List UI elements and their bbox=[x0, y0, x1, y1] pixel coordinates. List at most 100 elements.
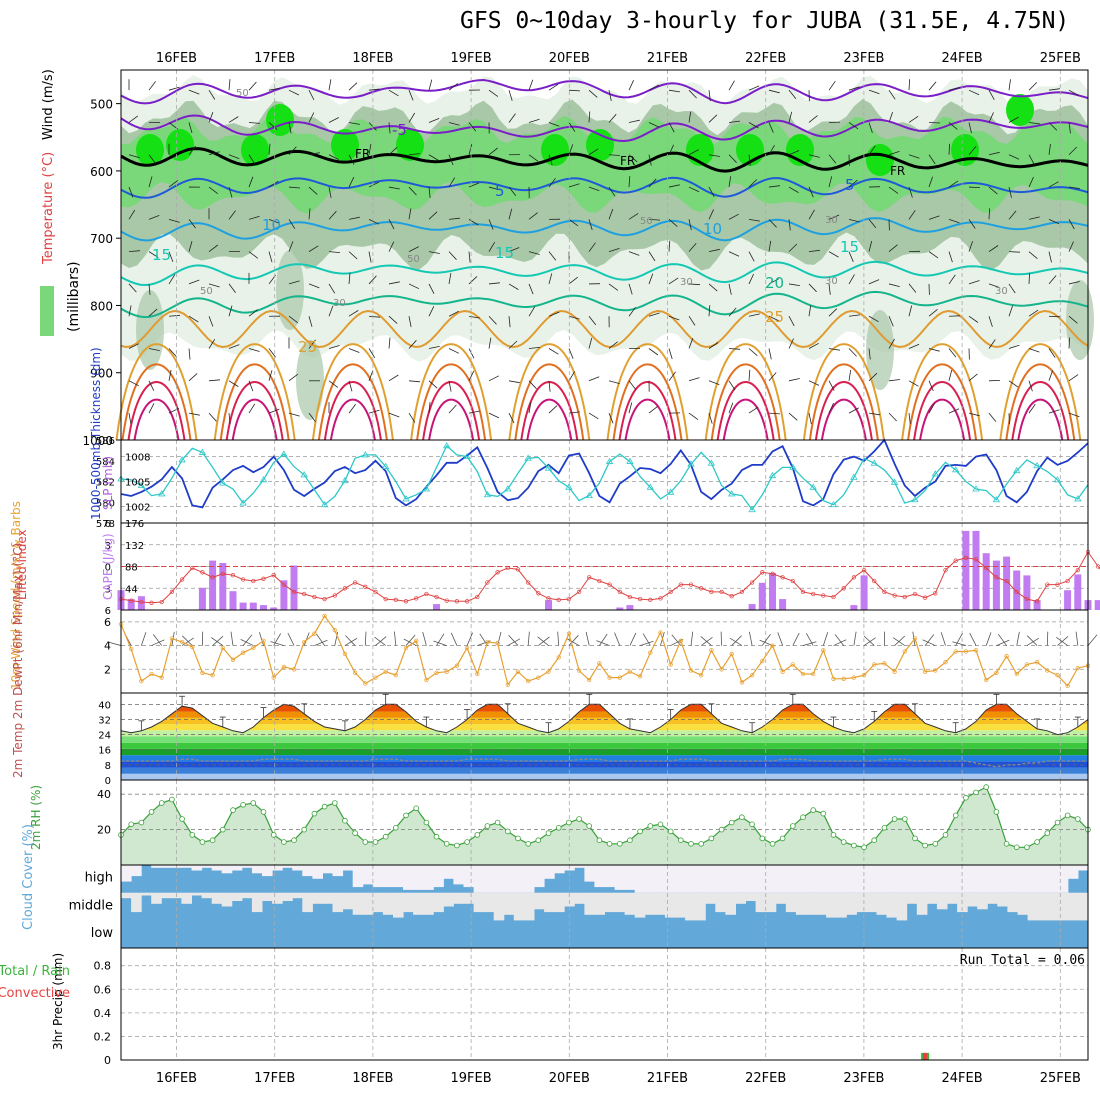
cloud-gap-high bbox=[685, 865, 696, 893]
cloud-gap-high bbox=[846, 865, 857, 893]
wind-marker bbox=[984, 677, 989, 683]
rh2m-marker bbox=[454, 842, 460, 849]
isotherm-label: 20 bbox=[765, 274, 784, 292]
wind-marker bbox=[821, 648, 826, 653]
li-marker bbox=[902, 594, 907, 600]
cloud-gap-high bbox=[382, 865, 394, 888]
temp-tick-label: 40 bbox=[98, 700, 111, 711]
date-label-bottom: 20FEB bbox=[549, 1071, 590, 1086]
wind-barb bbox=[628, 80, 634, 91]
wind-marker bbox=[841, 676, 846, 681]
wind-barb bbox=[1028, 154, 1035, 165]
cloud-gap-middle bbox=[413, 892, 424, 915]
cloud-gap-middle bbox=[604, 892, 616, 913]
wind-barb bbox=[268, 348, 276, 358]
slp-marker bbox=[341, 476, 349, 484]
wind-barb bbox=[288, 241, 294, 252]
date-label-top: 19FEB bbox=[451, 51, 492, 66]
wind-marker bbox=[424, 677, 429, 683]
wind-barb bbox=[388, 122, 391, 134]
isotherm-arch bbox=[115, 343, 198, 441]
isotherm-label: 15 bbox=[152, 246, 171, 264]
wind-barb bbox=[188, 315, 199, 323]
wind-barb bbox=[788, 186, 799, 193]
wind-barb bbox=[948, 143, 950, 155]
wind-axis-label: 10m Wind Speed (m/s) & Barbs bbox=[9, 501, 23, 690]
wind-marker bbox=[200, 670, 205, 675]
li-marker bbox=[658, 596, 663, 601]
wind-barb bbox=[348, 216, 360, 220]
wind-barb bbox=[488, 241, 496, 252]
cloud-gap-high bbox=[322, 865, 334, 874]
isotherm-arch bbox=[624, 398, 671, 441]
cloud-gap-high bbox=[584, 865, 595, 882]
wind-barb bbox=[288, 373, 299, 382]
wind-barb bbox=[328, 154, 340, 160]
wind-marker bbox=[627, 669, 633, 674]
wind-barb bbox=[748, 313, 760, 317]
wind-barb bbox=[308, 412, 316, 423]
li-marker bbox=[536, 591, 541, 596]
wind-barb bbox=[528, 283, 534, 295]
wind-barb bbox=[648, 251, 656, 262]
wind-barb bbox=[968, 146, 977, 156]
wind-barb-10m bbox=[538, 636, 550, 646]
wind-barb bbox=[448, 217, 460, 220]
wind-barb bbox=[828, 380, 835, 391]
cloud-gap-high bbox=[121, 865, 132, 882]
isotherm-arch bbox=[704, 343, 787, 441]
slp-marker bbox=[850, 473, 858, 480]
wind-barb bbox=[648, 405, 658, 414]
wind-barb bbox=[348, 404, 356, 414]
isotherm-arch bbox=[808, 363, 879, 441]
wind-barb-10m bbox=[759, 639, 773, 646]
wind-barb-10m bbox=[894, 635, 906, 646]
rh2m-marker bbox=[616, 840, 623, 847]
li-marker bbox=[841, 586, 846, 591]
cloud-gap-middle bbox=[997, 892, 1008, 907]
rh2m-marker bbox=[474, 832, 481, 838]
temp-band bbox=[121, 693, 1088, 699]
wind-barb bbox=[928, 251, 939, 259]
li-marker bbox=[383, 596, 388, 602]
cloud-gap-high bbox=[755, 865, 767, 893]
wind-barb bbox=[388, 281, 400, 285]
wind-marker bbox=[1055, 673, 1060, 678]
rh2m-marker bbox=[1003, 840, 1010, 847]
cloud-gap-middle bbox=[584, 892, 595, 915]
wind-marker bbox=[576, 668, 582, 673]
wind-barb bbox=[568, 315, 580, 320]
wind-marker bbox=[261, 638, 266, 643]
rh2m-tick-label: 40 bbox=[97, 788, 111, 801]
li-marker bbox=[556, 597, 561, 603]
li-tick-label: 6 bbox=[105, 519, 111, 530]
temp-band bbox=[121, 711, 1088, 718]
wind-barb bbox=[708, 154, 720, 157]
cape-bar bbox=[758, 582, 766, 610]
wind-barb bbox=[908, 413, 911, 425]
wind-barb bbox=[708, 90, 711, 102]
rh2m-marker bbox=[708, 835, 715, 842]
wind-barb bbox=[868, 122, 873, 134]
li-marker bbox=[688, 582, 694, 587]
wind-marker bbox=[1075, 665, 1080, 671]
wind-barb bbox=[1068, 241, 1074, 252]
wind-barb-10m bbox=[450, 632, 458, 646]
wind-barb bbox=[168, 407, 180, 414]
wind-barb bbox=[648, 122, 660, 128]
li-marker bbox=[821, 593, 826, 598]
wind-barb-10m bbox=[833, 639, 847, 646]
wind-barb bbox=[188, 89, 200, 95]
slp-marker bbox=[890, 478, 899, 485]
wind-barb bbox=[368, 370, 374, 381]
li-marker bbox=[393, 597, 398, 603]
wind-barb bbox=[268, 180, 279, 188]
li-marker bbox=[190, 565, 195, 571]
wind-barb bbox=[668, 348, 673, 360]
wind-barb bbox=[348, 348, 360, 353]
rh2m-marker bbox=[647, 823, 654, 829]
wind-barb bbox=[628, 119, 640, 123]
cloud-gap-high bbox=[513, 865, 525, 893]
wind-barb bbox=[608, 283, 619, 291]
pressure-axis-label: (millibars) bbox=[66, 261, 82, 332]
